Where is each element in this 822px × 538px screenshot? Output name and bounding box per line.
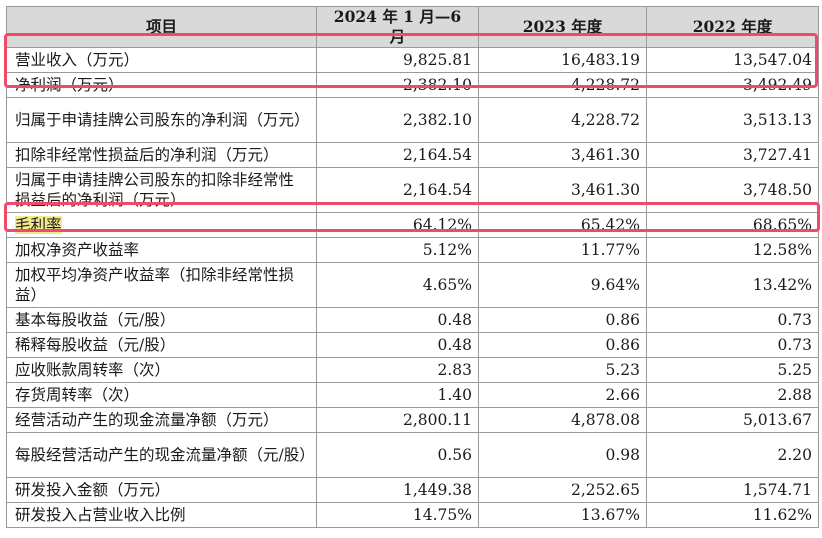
cell-2022: 3,727.41 xyxy=(646,142,819,168)
cell-2024h1: 5.12% xyxy=(316,237,479,263)
cell-2022: 5,013.67 xyxy=(646,407,819,433)
cell-2024h1: 0.48 xyxy=(316,332,479,358)
row-label: 研发投入金额（万元） xyxy=(6,477,317,503)
table-row: 每股经营活动产生的现金流量净额（元/股） 0.56 0.98 2.20 xyxy=(6,432,819,478)
table-row: 应收账款周转率（次） 2.83 5.23 5.25 xyxy=(6,357,819,383)
row-label: 加权净资产收益率 xyxy=(6,237,317,263)
cell-2022: 12.58% xyxy=(646,237,819,263)
cell-2022: 0.73 xyxy=(646,332,819,358)
cell-2022: 11.62% xyxy=(646,502,819,528)
cell-2023: 3,461.30 xyxy=(478,142,647,168)
cell-2022: 1,574.71 xyxy=(646,477,819,503)
cell-2023: 13.67% xyxy=(478,502,647,528)
cell-2023: 4,228.72 xyxy=(478,97,647,143)
cell-2024h1: 4.65% xyxy=(316,262,479,308)
table-header-row: 项目 2024 年 1 月—6 月 2023 年度 2022 年度 xyxy=(6,6,819,48)
cell-2023: 0.86 xyxy=(478,332,647,358)
table-row: 稀释每股收益（元/股） 0.48 0.86 0.73 xyxy=(6,332,819,358)
header-2022: 2022 年度 xyxy=(646,6,819,48)
cell-2023: 0.86 xyxy=(478,307,647,333)
cell-2023: 2,252.65 xyxy=(478,477,647,503)
table-row: 研发投入金额（万元） 1,449.38 2,252.65 1,574.71 xyxy=(6,477,819,503)
cell-2023: 0.98 xyxy=(478,432,647,478)
cell-2024h1: 14.75% xyxy=(316,502,479,528)
cell-2024h1: 2.83 xyxy=(316,357,479,383)
table-row: 加权净资产收益率 5.12% 11.77% 12.58% xyxy=(6,237,819,263)
row-label: 稀释每股收益（元/股） xyxy=(6,332,317,358)
cell-2022: 2.88 xyxy=(646,382,819,408)
cell-2024h1: 0.48 xyxy=(316,307,479,333)
row-label: 研发投入占营业收入比例 xyxy=(6,502,317,528)
cell-2023: 3,461.30 xyxy=(478,167,647,213)
cell-2023: 5.23 xyxy=(478,357,647,383)
cell-2022: 3,513.13 xyxy=(646,97,819,143)
table-row: 归属于申请挂牌公司股东的净利润（万元） 2,382.10 4,228.72 3,… xyxy=(6,97,819,143)
cell-2022: 2.20 xyxy=(646,432,819,478)
cell-2023: 4,878.08 xyxy=(478,407,647,433)
row-label: 加权平均净资产收益率（扣除非经常性损益） xyxy=(6,262,317,308)
header-2023: 2023 年度 xyxy=(478,6,647,48)
cell-2024h1: 2,800.11 xyxy=(316,407,479,433)
financial-indicators-table: 项目 2024 年 1 月—6 月 2023 年度 2022 年度 营业收入（万… xyxy=(6,6,819,528)
revenue-profit-highlight-box xyxy=(4,33,818,88)
cell-2024h1: 9,825.81 xyxy=(316,47,479,73)
cell-2024h1: 2,382.10 xyxy=(316,97,479,143)
cell-2023: 65.42% xyxy=(478,212,647,238)
table-row: 存货周转率（次） 1.40 2.66 2.88 xyxy=(6,382,819,408)
cell-2022: 13.42% xyxy=(646,262,819,308)
row-label: 归属于申请挂牌公司股东的净利润（万元） xyxy=(6,97,317,143)
cell-2022: 13,547.04 xyxy=(646,47,819,73)
row-label: 每股经营活动产生的现金流量净额（元/股） xyxy=(6,432,317,478)
table-row: 研发投入占营业收入比例 14.75% 13.67% 11.62% xyxy=(6,502,819,528)
row-label: 应收账款周转率（次） xyxy=(6,357,317,383)
cell-2023: 11.77% xyxy=(478,237,647,263)
row-label: 营业收入（万元） xyxy=(6,47,317,73)
cell-2024h1: 0.56 xyxy=(316,432,479,478)
gross-margin-highlight-box xyxy=(4,202,820,232)
cell-2024h1: 2,164.54 xyxy=(316,142,479,168)
cell-2023: 2.66 xyxy=(478,382,647,408)
cell-2024h1: 1.40 xyxy=(316,382,479,408)
table-row: 基本每股收益（元/股） 0.48 0.86 0.73 xyxy=(6,307,819,333)
cell-2024h1: 1,449.38 xyxy=(316,477,479,503)
header-item: 项目 xyxy=(6,6,317,48)
cell-2022: 5.25 xyxy=(646,357,819,383)
table-row: 扣除非经常性损益后的净利润（万元） 2,164.54 3,461.30 3,72… xyxy=(6,142,819,168)
row-label: 经营活动产生的现金流量净额（万元） xyxy=(6,407,317,433)
row-label: 扣除非经常性损益后的净利润（万元） xyxy=(6,142,317,168)
row-label: 基本每股收益（元/股） xyxy=(6,307,317,333)
table-row: 加权平均净资产收益率（扣除非经常性损益） 4.65% 9.64% 13.42% xyxy=(6,262,819,308)
table-row: 毛利率 64.12% 65.42% 68.65% xyxy=(6,212,819,238)
cell-2023: 9.64% xyxy=(478,262,647,308)
row-label: 存货周转率（次） xyxy=(6,382,317,408)
cell-2022: 0.73 xyxy=(646,307,819,333)
table-row: 经营活动产生的现金流量净额（万元） 2,800.11 4,878.08 5,01… xyxy=(6,407,819,433)
